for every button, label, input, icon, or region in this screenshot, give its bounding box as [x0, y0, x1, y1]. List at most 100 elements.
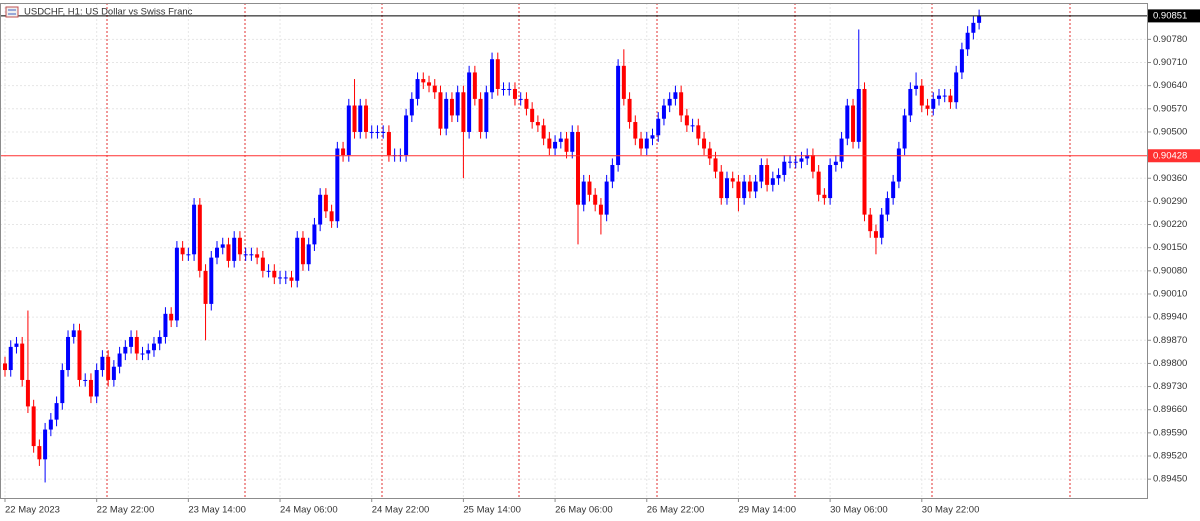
candle-body	[444, 98, 449, 129]
candle-body	[255, 254, 260, 258]
candle-body	[914, 85, 919, 89]
candle-body	[312, 224, 317, 245]
candle-body	[111, 366, 116, 380]
candle-body	[123, 346, 128, 354]
candle-body	[553, 141, 558, 149]
y-tick-label: 0.90010	[1153, 288, 1187, 299]
candle-body	[427, 82, 432, 86]
candle-body	[369, 131, 374, 133]
candle-body	[518, 98, 523, 100]
candle-body	[363, 105, 368, 132]
y-tick-label: 0.90570	[1153, 103, 1187, 114]
candle-body	[186, 254, 191, 256]
x-tick-label: 26 May 06:00	[555, 505, 613, 516]
candle-body	[845, 105, 850, 139]
candle-body	[598, 204, 603, 215]
candle-body	[25, 379, 30, 407]
candle-body	[243, 254, 248, 256]
x-tick-label: 26 May 22:00	[647, 505, 705, 516]
candle-body	[226, 244, 231, 261]
candle-body	[707, 148, 712, 159]
candle-body	[117, 353, 122, 367]
candle-body	[891, 181, 896, 199]
candle-body	[169, 313, 174, 321]
candle-body	[180, 247, 185, 255]
chart-title: USDCHF, H1: US Dollar vs Swiss Franc	[24, 7, 193, 18]
candle-body	[409, 98, 414, 116]
price-label-box	[1148, 149, 1200, 163]
candle-body	[37, 446, 42, 460]
candle-body	[885, 198, 890, 215]
grid	[0, 3, 1147, 498]
x-tick-label: 30 May 22:00	[922, 505, 980, 516]
candle-body	[381, 131, 386, 133]
candle-body	[100, 356, 105, 371]
candle-body	[88, 379, 93, 397]
candle-body	[151, 343, 156, 351]
candle-body	[283, 277, 288, 279]
x-tick-label: 22 May 22:00	[97, 505, 155, 516]
candle-body	[203, 270, 208, 304]
y-tick-label: 0.90500	[1153, 126, 1187, 137]
candle-body	[232, 237, 237, 261]
candle-body	[306, 244, 311, 265]
candle-body	[558, 138, 563, 142]
candle-body	[438, 92, 443, 129]
candle-body	[8, 346, 13, 371]
candle-body	[925, 105, 930, 109]
candle-body	[822, 194, 827, 199]
candle-body	[512, 88, 517, 99]
candle-body	[490, 59, 495, 93]
candle-body	[192, 204, 197, 255]
x-tick-label: 24 May 22:00	[372, 505, 430, 516]
candle-body	[289, 277, 294, 281]
x-tick-label: 23 May 14:00	[188, 505, 246, 516]
candle-body	[667, 98, 672, 106]
candle-body	[736, 181, 741, 199]
candle-body	[341, 148, 346, 156]
candle-body	[66, 336, 71, 371]
period-separators	[106, 3, 1071, 498]
y-tick-label: 0.90080	[1153, 265, 1187, 276]
candle-body	[94, 370, 99, 397]
y-tick-label: 0.89520	[1153, 451, 1187, 462]
overlay	[0, 15, 1147, 157]
candle-body	[375, 131, 380, 133]
candle-body	[157, 336, 162, 344]
candle-body	[547, 138, 552, 149]
candle-body	[971, 22, 976, 33]
candle-body	[220, 244, 225, 248]
candle-body	[48, 419, 53, 430]
y-tick-label: 0.89800	[1153, 358, 1187, 369]
candle-body	[873, 231, 878, 238]
candle-body	[530, 108, 535, 123]
candle-body	[507, 88, 512, 90]
candle-body	[295, 237, 300, 281]
candle-body	[467, 72, 472, 132]
candle-body	[421, 79, 426, 83]
candle-body	[587, 181, 592, 195]
candle-body	[954, 72, 959, 103]
candle-body	[581, 181, 586, 205]
plot-frame	[0, 3, 1148, 499]
candle-body	[868, 214, 873, 232]
y-tick-label: 0.89450	[1153, 474, 1187, 485]
candle-body	[644, 138, 649, 149]
candle-body	[323, 194, 328, 212]
candle-body	[358, 105, 363, 132]
candle-body	[501, 88, 506, 90]
candle-body	[919, 85, 924, 106]
candle-body	[833, 161, 838, 166]
candle-body	[432, 85, 437, 93]
candle-body	[318, 194, 323, 225]
candle-body	[541, 125, 546, 139]
candle-body	[747, 181, 752, 192]
y-tick-label: 0.90220	[1153, 219, 1187, 230]
x-tick-label: 29 May 14:00	[738, 505, 796, 516]
candle-body	[415, 79, 420, 99]
candle-body	[724, 178, 729, 199]
candle-body	[839, 138, 844, 162]
y-tick-label: 0.90150	[1153, 242, 1187, 253]
